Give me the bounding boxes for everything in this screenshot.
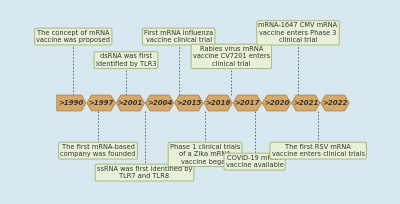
Polygon shape bbox=[175, 95, 203, 111]
Text: The first RSV mRNA
vaccine enters clinical trials: The first RSV mRNA vaccine enters clinic… bbox=[272, 144, 365, 157]
Text: >2021: >2021 bbox=[293, 100, 318, 106]
Polygon shape bbox=[116, 95, 144, 111]
Text: >2022: >2022 bbox=[322, 100, 348, 106]
Text: dsRNA was first
identified by TLR3: dsRNA was first identified by TLR3 bbox=[96, 53, 156, 67]
Text: The concept of mRNA
vaccine was proposed: The concept of mRNA vaccine was proposed bbox=[36, 30, 110, 43]
Text: >2001: >2001 bbox=[118, 100, 143, 106]
Text: >1990: >1990 bbox=[59, 100, 84, 106]
Polygon shape bbox=[146, 95, 174, 111]
Polygon shape bbox=[87, 95, 115, 111]
Text: Phase 1 clinical trials
of a Zika mRNA
vaccine began: Phase 1 clinical trials of a Zika mRNA v… bbox=[170, 144, 240, 165]
Polygon shape bbox=[262, 95, 291, 111]
Polygon shape bbox=[57, 95, 86, 111]
Text: mRNA-1647 CMV mRNA
vaccine enters Phase 3
clinical trial: mRNA-1647 CMV mRNA vaccine enters Phase … bbox=[258, 22, 338, 43]
Text: COVID-19 mRNA
vaccine available: COVID-19 mRNA vaccine available bbox=[226, 155, 284, 168]
Polygon shape bbox=[321, 95, 349, 111]
Text: First mRNA influenza
vaccine clinical trial: First mRNA influenza vaccine clinical tr… bbox=[144, 30, 213, 43]
Text: The first mRNA-based
company was founded: The first mRNA-based company was founded bbox=[60, 144, 136, 157]
Text: >2015: >2015 bbox=[176, 100, 202, 106]
Polygon shape bbox=[233, 95, 262, 111]
Text: >1997: >1997 bbox=[88, 100, 114, 106]
Text: ssRNA was first identified by
TLR7 and TLR8: ssRNA was first identified by TLR7 and T… bbox=[97, 166, 192, 179]
Text: >2017: >2017 bbox=[235, 100, 260, 106]
Text: Rabies virus mRNA
vaccine CV7201 enters
clinical trial: Rabies virus mRNA vaccine CV7201 enters … bbox=[193, 46, 270, 67]
Text: >2020: >2020 bbox=[264, 100, 289, 106]
Polygon shape bbox=[292, 95, 320, 111]
Polygon shape bbox=[204, 95, 232, 111]
Text: >2004: >2004 bbox=[147, 100, 172, 106]
Text: >2016: >2016 bbox=[205, 100, 231, 106]
